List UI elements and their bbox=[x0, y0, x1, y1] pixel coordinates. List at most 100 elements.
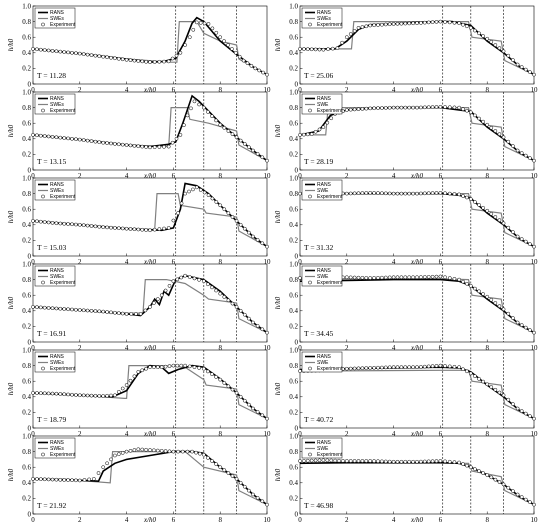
experiment-point bbox=[214, 288, 218, 293]
experiment-point bbox=[457, 365, 461, 370]
experiment-point bbox=[477, 469, 481, 473]
experiment-point bbox=[218, 122, 223, 127]
experiment-point bbox=[452, 364, 457, 369]
experiment-point bbox=[74, 222, 78, 227]
experiment-point bbox=[46, 391, 51, 396]
experiment-point bbox=[187, 275, 192, 279]
y-axis-label: h/h0 bbox=[7, 38, 15, 51]
experiment-point bbox=[46, 220, 51, 225]
experiment-point bbox=[152, 448, 156, 453]
x-tick-label: 6 bbox=[439, 172, 443, 180]
experiment-point bbox=[383, 106, 388, 110]
experiment-point bbox=[93, 53, 98, 58]
experiment-point bbox=[230, 215, 235, 219]
experiment-point bbox=[477, 289, 481, 294]
experiment-point bbox=[50, 391, 55, 396]
experiment-point bbox=[144, 145, 148, 149]
experiment-point bbox=[242, 484, 247, 489]
y-tick-label: 0.4 bbox=[289, 49, 298, 57]
time-label: T = 46.98 bbox=[304, 501, 334, 510]
experiment-point bbox=[465, 24, 469, 29]
experiment-point bbox=[447, 20, 452, 25]
legend-entry: RANS bbox=[50, 182, 65, 188]
experiment-point bbox=[376, 365, 380, 370]
experiment-point bbox=[249, 63, 254, 68]
experiment-point bbox=[222, 381, 227, 385]
experiment-point bbox=[403, 365, 408, 370]
y-tick-label: 0 bbox=[28, 166, 32, 174]
experiment-point bbox=[166, 144, 171, 149]
experiment-point bbox=[309, 47, 314, 52]
experiment-point bbox=[241, 58, 246, 63]
experiment-point bbox=[515, 62, 520, 67]
experiment-point bbox=[62, 478, 67, 482]
experiment-point bbox=[515, 406, 520, 411]
experiment-point bbox=[245, 61, 250, 66]
experiment-point bbox=[89, 53, 94, 57]
experiment-point bbox=[519, 65, 524, 69]
experiment-point bbox=[148, 448, 152, 452]
x-tick-label: 4 bbox=[125, 344, 129, 352]
experiment-point bbox=[152, 227, 157, 232]
y-tick-label: 0.2 bbox=[22, 495, 31, 503]
swe-line bbox=[300, 106, 535, 162]
experiment-point bbox=[167, 364, 172, 368]
experiment-point bbox=[116, 452, 121, 457]
experiment-point bbox=[447, 364, 452, 369]
experiment-point bbox=[74, 478, 78, 483]
experiment-point bbox=[356, 107, 361, 112]
experiment-point bbox=[81, 393, 86, 398]
experiment-point bbox=[97, 309, 102, 314]
experiment-point bbox=[58, 221, 63, 226]
experiment-point bbox=[443, 275, 447, 280]
experiment-point bbox=[120, 311, 125, 316]
experiment-point bbox=[140, 447, 145, 452]
experiment-point bbox=[238, 222, 243, 227]
experiment-point bbox=[403, 191, 408, 196]
experiment-point bbox=[222, 468, 227, 472]
experiment-point bbox=[532, 244, 536, 249]
experiment-point bbox=[465, 195, 469, 200]
experiment-point bbox=[180, 449, 185, 454]
experiment-point bbox=[124, 312, 129, 316]
experiment-point bbox=[493, 301, 498, 305]
experiment-point bbox=[298, 133, 302, 137]
experiment-point bbox=[197, 277, 201, 282]
experiment-point bbox=[415, 191, 419, 196]
x-tick-label: 4 bbox=[125, 430, 129, 438]
experiment-point bbox=[380, 106, 384, 110]
experiment-point bbox=[230, 474, 235, 478]
experiment-point bbox=[206, 455, 210, 460]
experiment-point bbox=[148, 228, 152, 233]
x-tick-label: 6 bbox=[439, 516, 443, 524]
experiment-point bbox=[468, 197, 473, 201]
experiment-point bbox=[481, 292, 485, 296]
experiment-point bbox=[519, 151, 524, 155]
experiment-point bbox=[395, 105, 400, 110]
experiment-point bbox=[376, 459, 380, 464]
experiment-point bbox=[74, 307, 78, 312]
experiment-point bbox=[360, 275, 365, 280]
experiment-point bbox=[116, 226, 121, 231]
experiment-point bbox=[380, 459, 384, 464]
experiment-point bbox=[210, 26, 215, 31]
experiment-point bbox=[54, 477, 59, 482]
experiment-point bbox=[233, 50, 238, 55]
experiment-point bbox=[96, 471, 101, 475]
experiment-point bbox=[298, 369, 302, 373]
experiment-point bbox=[481, 34, 485, 38]
experiment-point bbox=[192, 99, 197, 104]
experiment-point bbox=[191, 27, 196, 32]
experiment-point bbox=[50, 135, 55, 139]
experiment-point bbox=[364, 191, 369, 195]
x-tick-label: 4 bbox=[125, 86, 129, 94]
y-tick-label: 0.8 bbox=[289, 18, 298, 26]
experiment-point bbox=[77, 222, 82, 227]
experiment-point bbox=[348, 366, 353, 371]
experiment-point bbox=[58, 306, 63, 311]
x-tick-label: 0 bbox=[298, 430, 302, 438]
experiment-point bbox=[38, 219, 43, 224]
y-tick-label: 0.4 bbox=[289, 393, 298, 401]
y-axis-label: h/h0 bbox=[274, 210, 282, 223]
experiment-point bbox=[70, 222, 74, 227]
